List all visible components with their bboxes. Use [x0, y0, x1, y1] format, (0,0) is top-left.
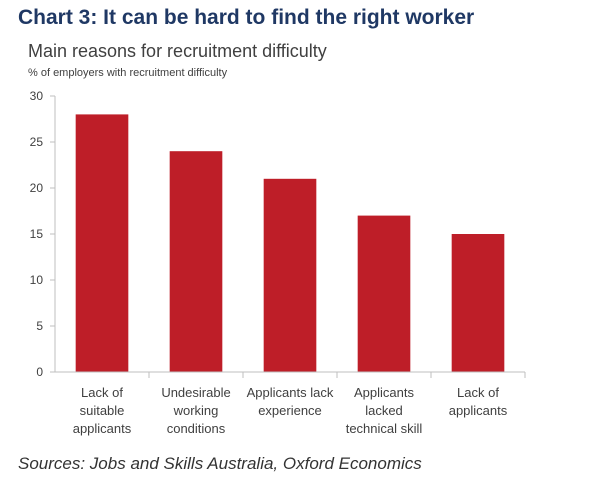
x-tick-label: Lack of suitable applicants: [73, 385, 132, 436]
y-tick-label: 30: [30, 89, 44, 103]
y-tick-label: 20: [30, 181, 44, 195]
x-tick-label: Undesirable working conditions: [161, 385, 230, 436]
y-axis-label: % of employers with recruitment difficul…: [28, 67, 228, 79]
y-tick-label: 25: [30, 135, 44, 149]
x-tick-label: Applicants lacked technical skill: [346, 385, 423, 436]
y-tick-label: 0: [36, 365, 43, 379]
x-axis: Lack of suitable applicants Undesirable work…: [55, 371, 526, 436]
y-tick-label: 10: [30, 273, 44, 287]
bar-chart: 0 5 10 15 20 25 30 Lack of suitable applicants Un…: [30, 89, 526, 436]
bar: [263, 178, 317, 372]
y-tick-label: 15: [30, 227, 44, 241]
bars: [75, 114, 505, 373]
bar: [169, 151, 223, 372]
x-tick-label: Lack of applicants: [449, 385, 508, 418]
bar: [357, 215, 411, 372]
bar: [75, 114, 129, 373]
y-tick-label: 5: [36, 319, 43, 333]
source-note: Sources: Jobs and Skills Australia, Oxfo…: [18, 454, 422, 473]
y-axis: 0 5 10 15 20 25 30: [30, 89, 56, 379]
chart-heading: Chart 3: It can be hard to find the righ…: [18, 6, 475, 29]
bar: [451, 234, 505, 372]
x-tick-label: Applicants lack experience: [247, 385, 334, 418]
chart-title: Main reasons for recruitment difficulty: [28, 41, 327, 61]
